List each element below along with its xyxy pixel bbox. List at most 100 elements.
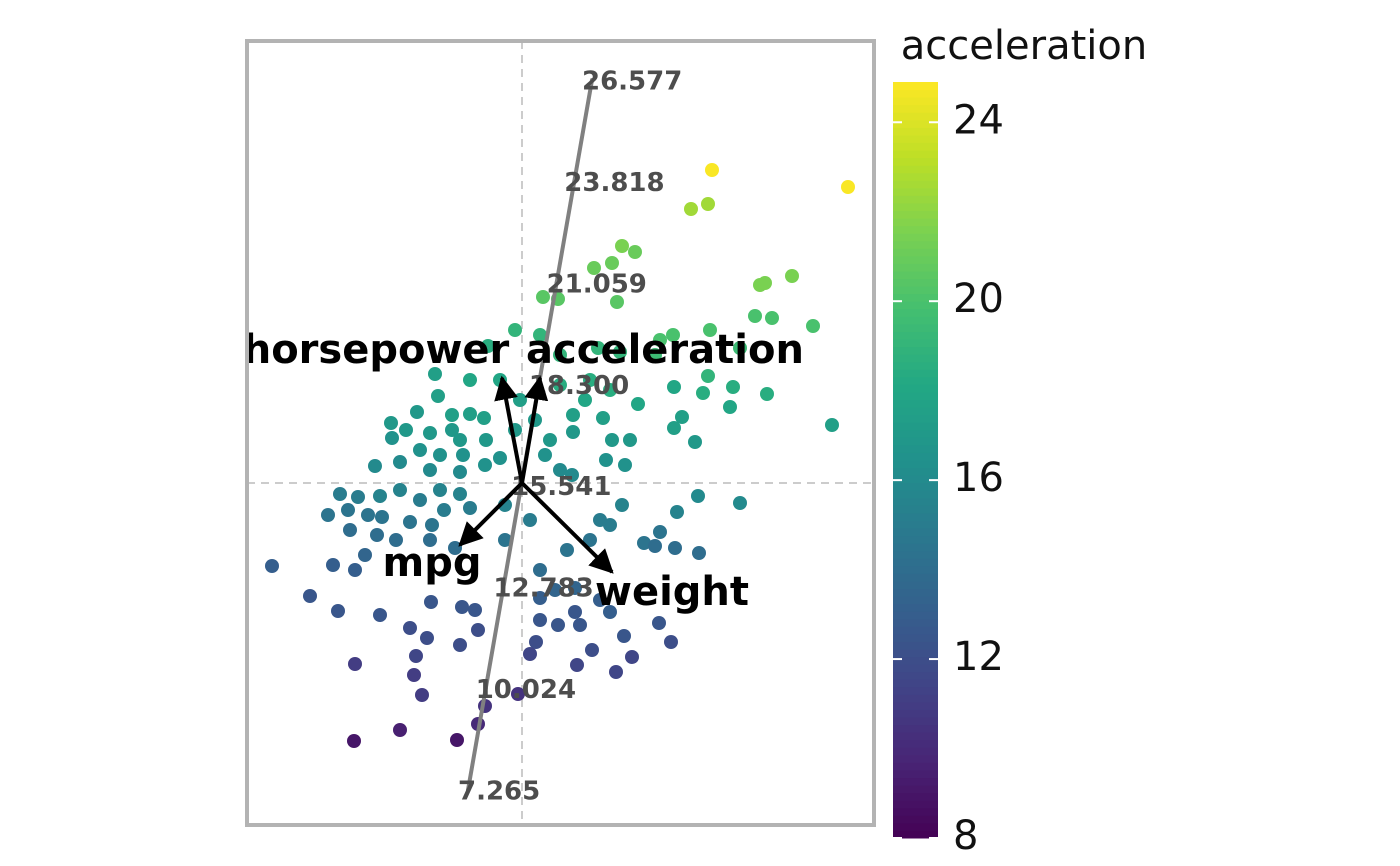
point (603, 383, 617, 397)
point (431, 389, 445, 403)
colorbar-segment (893, 271, 938, 280)
point (265, 559, 279, 573)
panel-border (245, 39, 876, 827)
point (403, 515, 417, 529)
point (733, 341, 747, 355)
point (389, 533, 403, 547)
point (393, 723, 407, 737)
colorbar-segment (893, 618, 938, 627)
point (326, 558, 340, 572)
axis-tick (554, 280, 559, 285)
colorbar-segment (893, 649, 938, 658)
point (605, 256, 619, 270)
point (688, 435, 702, 449)
colorbar-segment (893, 399, 938, 408)
colorbar-segment (893, 384, 938, 393)
axis-tick (466, 788, 470, 792)
point (424, 595, 438, 609)
point (533, 591, 547, 605)
colorbar-segment (893, 596, 938, 605)
point (415, 688, 429, 702)
loading-label: mpg (383, 540, 482, 586)
point (726, 380, 740, 394)
colorbar-tick-label: 8 (953, 813, 978, 859)
colorbar-segment (893, 611, 938, 620)
point (445, 408, 459, 422)
point (587, 261, 601, 275)
colorbar-segment (893, 202, 938, 212)
colorbar-segment (893, 543, 938, 552)
point (331, 604, 345, 618)
point (566, 408, 580, 422)
point (373, 489, 387, 503)
colorbar-segment (893, 165, 938, 174)
point (703, 323, 717, 337)
colorbar-segment (893, 187, 938, 196)
point (670, 505, 684, 519)
colorbar-segment (893, 240, 938, 249)
colorbar-segment (893, 512, 938, 521)
colorbar-segment (893, 754, 938, 763)
colorbar-segment (893, 460, 938, 469)
colorbar-segment (893, 497, 938, 506)
colorbar-segment (893, 679, 938, 688)
point (445, 423, 459, 437)
colorbar-segment (893, 255, 938, 264)
point (477, 411, 491, 425)
colorbar-segment (893, 747, 938, 756)
axis-tick (483, 686, 488, 691)
point (358, 548, 372, 562)
colorbar-segment (893, 656, 938, 665)
point (548, 583, 562, 597)
point (375, 510, 389, 524)
colorbar-segment (893, 528, 938, 537)
point (453, 433, 467, 447)
colorbar-segment (893, 119, 938, 128)
point (648, 348, 662, 362)
point (806, 319, 820, 333)
point (610, 295, 624, 309)
point (599, 453, 613, 467)
colorbar-segment (893, 369, 938, 378)
colorbar-segment (893, 739, 938, 748)
colorbar-segment (893, 89, 938, 98)
colorbar-segment (893, 301, 938, 310)
point (361, 508, 375, 522)
point (585, 643, 599, 657)
point (450, 733, 464, 747)
colorbar-segment (893, 664, 938, 673)
point (593, 513, 607, 527)
point (553, 463, 567, 477)
point (692, 546, 706, 560)
point (573, 618, 587, 632)
colorbar-segment (893, 376, 938, 385)
point (321, 508, 335, 522)
loading-label: horsepower (243, 327, 510, 373)
point (675, 410, 689, 424)
point (433, 483, 447, 497)
point (511, 687, 525, 701)
colorbar-segment (893, 180, 938, 189)
colorbar-segment (893, 558, 938, 567)
point (479, 433, 493, 447)
point (453, 487, 467, 501)
point (628, 245, 642, 259)
point (409, 649, 423, 663)
point (303, 589, 317, 603)
point (684, 202, 698, 216)
point (560, 543, 574, 557)
point (596, 411, 610, 425)
point (765, 311, 779, 325)
colorbar-segment (893, 391, 938, 401)
point (551, 618, 565, 632)
point (533, 563, 547, 577)
colorbar-segment (893, 218, 938, 227)
loading-arrow (458, 481, 524, 547)
colorbar-segment (893, 195, 938, 204)
colorbar-segment (893, 785, 938, 794)
point (667, 380, 681, 394)
colorbar-title: acceleration (901, 23, 1147, 69)
point (413, 493, 427, 507)
point (652, 616, 666, 630)
